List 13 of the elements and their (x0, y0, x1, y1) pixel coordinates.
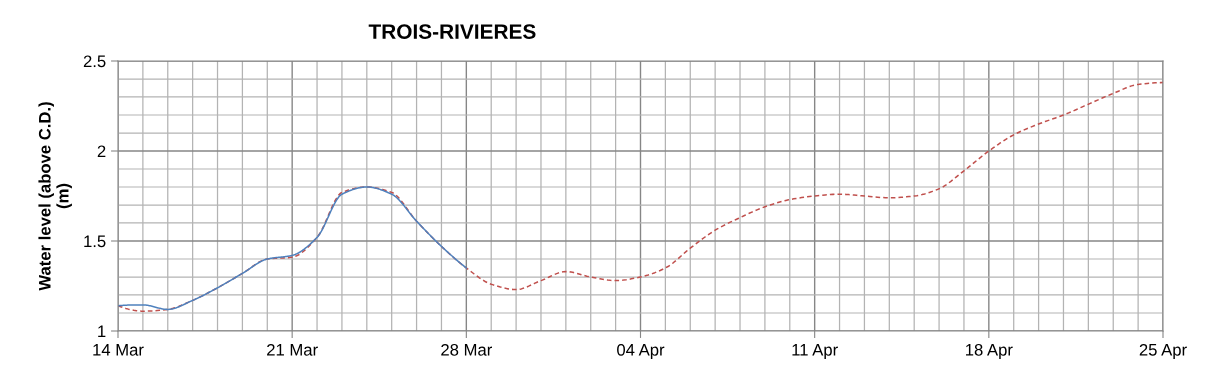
y-tick-label: 2 (97, 145, 106, 158)
y-tick-label: 2.5 (83, 55, 106, 68)
x-tick-label: 11 Apr (792, 344, 838, 360)
y-axis-title: Water level (above C.D.) (m) (38, 102, 72, 291)
x-tick-label: 04 Apr (617, 343, 665, 360)
x-tick-label: 21 Mar (267, 343, 318, 356)
x-tick-label: 18 Apr (966, 343, 1013, 360)
x-tick-label: 25 Apr (1139, 343, 1187, 360)
y-tick-label: 1 (98, 325, 106, 338)
y-tick-label: 1.5 (84, 235, 106, 248)
chart-title: TROIS-RIVIERES (368, 24, 536, 39)
x-tick-label: 14 Mar (93, 344, 144, 356)
x-tick-label: 28 Mar (441, 343, 492, 356)
